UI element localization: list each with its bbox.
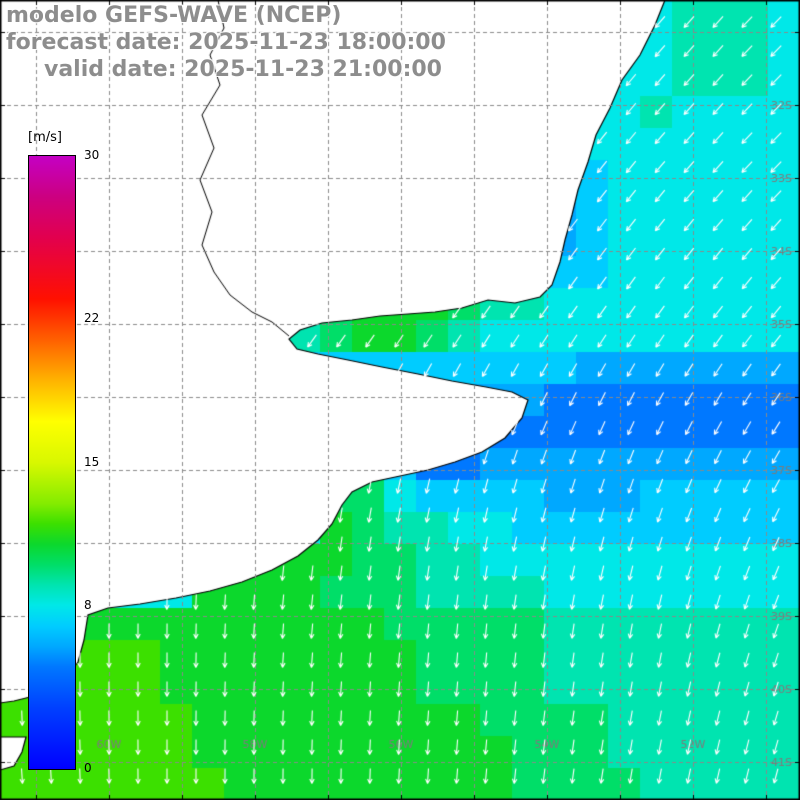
chart-header: modelo GEFS-WAVE (NCEP) forecast date: 2… bbox=[6, 2, 446, 83]
colorbar-tick-label: 15 bbox=[84, 454, 100, 469]
forecast-date-label: forecast date: 2025-11-23 18:00:00 bbox=[6, 30, 446, 55]
colorbar-tick-label: 0 bbox=[84, 761, 92, 775]
model-title: modelo GEFS-WAVE (NCEP) bbox=[6, 3, 342, 28]
colorbar: [m/s] 30 22 15 8 0 bbox=[28, 130, 138, 800]
colorbar-tick-labels: 30 22 15 8 0 bbox=[28, 130, 138, 800]
colorbar-unit-label: [m/s] bbox=[28, 130, 62, 145]
colorbar-tick-label: 8 bbox=[84, 597, 92, 612]
valid-date-label: valid date: 2025-11-23 21:00:00 bbox=[44, 57, 442, 82]
colorbar-tick-label: 30 bbox=[84, 148, 100, 162]
colorbar-gradient bbox=[28, 155, 76, 770]
colorbar-tick-label: 22 bbox=[84, 311, 100, 326]
